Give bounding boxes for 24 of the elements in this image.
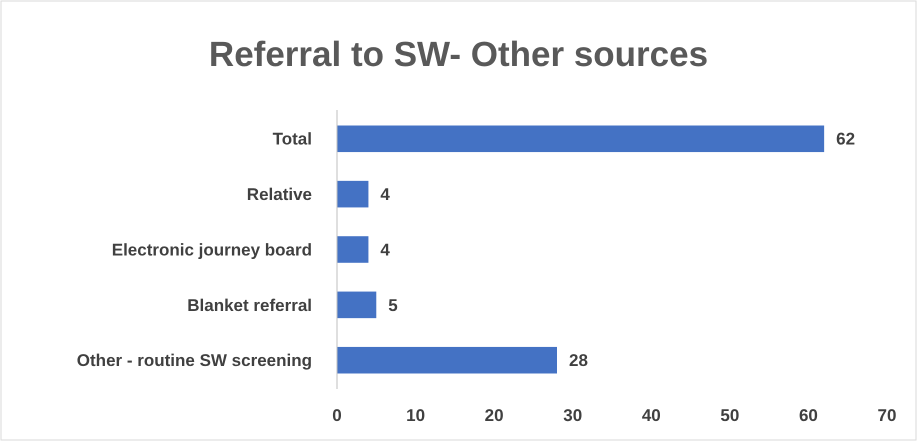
data-label: 28 [569,351,588,370]
y-tick-label: Total [272,130,312,149]
bar [337,126,824,152]
data-label: 62 [836,130,856,149]
chart-title: Referral to SW- Other sources [208,35,708,74]
y-tick-label: Relative [246,185,312,204]
x-tick-label: 50 [720,406,740,425]
data-label: 4 [380,185,390,204]
data-label: 5 [388,296,398,315]
bar [337,180,368,208]
y-tick-label: Other - routine SW screening [76,351,312,370]
x-tick-label: 30 [563,406,582,425]
bar [337,236,368,263]
x-tick-label: 60 [798,406,818,425]
x-tick-label: 40 [642,406,661,425]
y-tick-label: Electronic journey board [112,240,312,260]
x-tick-label: 20 [484,406,504,425]
bar [337,346,557,374]
bar [337,292,376,318]
data-label: 4 [380,240,390,260]
x-tick-label: 10 [406,406,426,425]
x-tick-label: 70 [878,406,896,425]
x-tick-label: 0 [332,406,342,425]
y-tick-label: Blanket referral [187,296,312,315]
